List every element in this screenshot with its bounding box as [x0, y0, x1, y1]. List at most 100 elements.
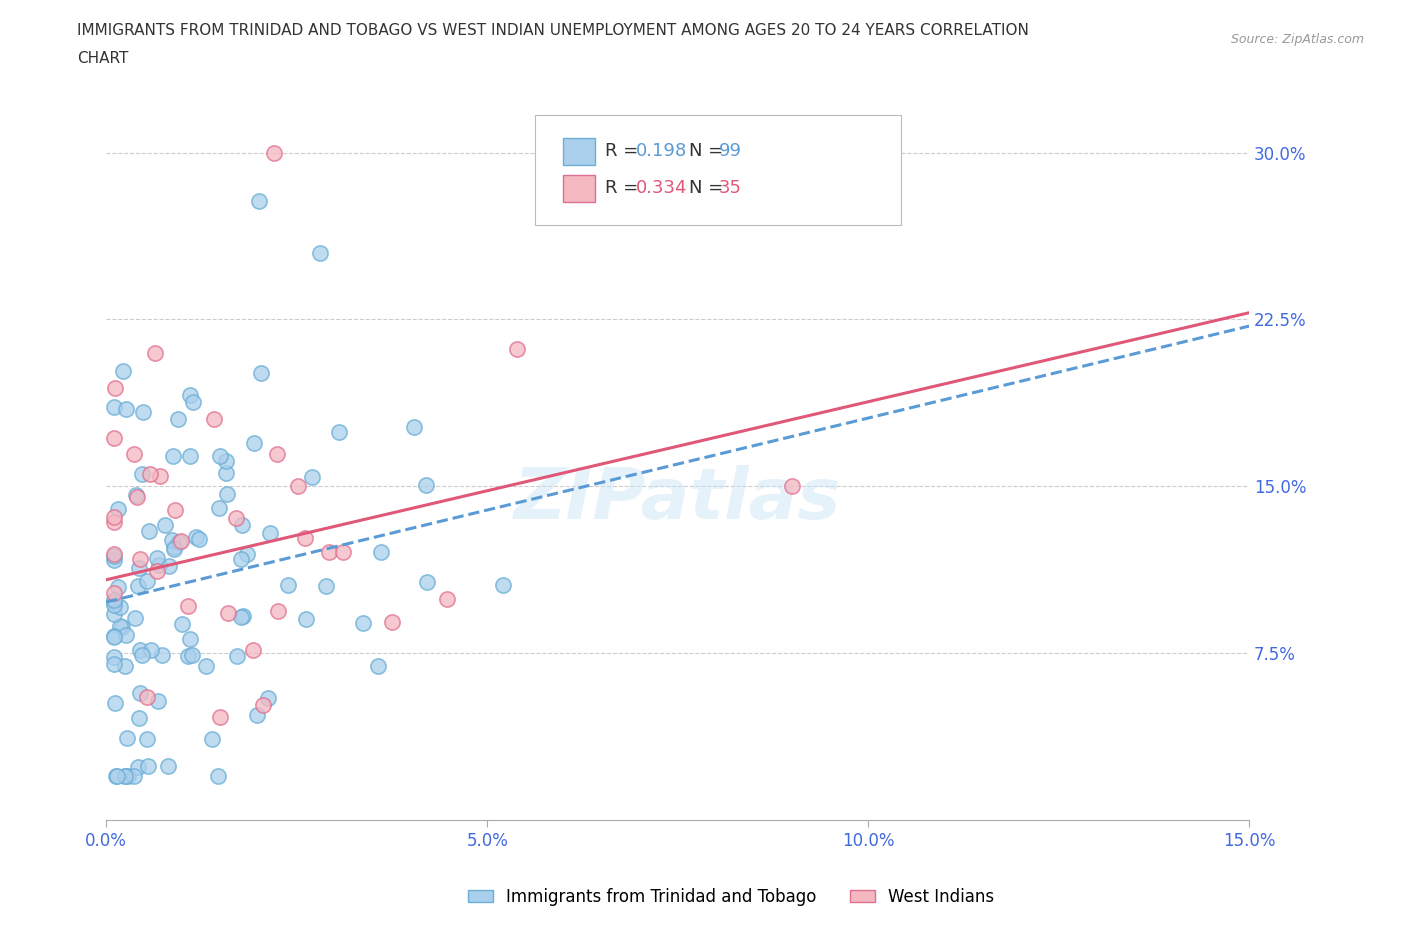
Point — [114, 768, 136, 783]
Point — [315, 578, 337, 593]
Point — [108, 618, 131, 633]
Point — [103, 594, 125, 609]
Text: N =: N = — [689, 179, 730, 197]
Point — [163, 542, 186, 557]
Point — [436, 591, 458, 606]
Point — [115, 402, 138, 417]
Point — [179, 448, 201, 463]
Point — [294, 530, 316, 545]
Text: 35: 35 — [718, 179, 742, 197]
Point — [184, 529, 207, 544]
Point — [135, 731, 157, 746]
Point — [115, 731, 138, 746]
Point — [108, 600, 131, 615]
Point — [127, 760, 149, 775]
Text: 99: 99 — [718, 142, 742, 161]
Point — [506, 341, 529, 356]
Point — [259, 525, 281, 540]
Point — [367, 658, 389, 673]
Point — [150, 648, 173, 663]
Point — [252, 698, 274, 712]
Point — [780, 479, 803, 494]
Point — [135, 689, 157, 704]
Bar — [564, 138, 595, 165]
Point — [491, 578, 513, 592]
Point — [103, 514, 125, 529]
Point — [231, 518, 253, 533]
Point — [103, 630, 125, 644]
Text: ZIPatlas: ZIPatlas — [515, 465, 841, 534]
Point — [236, 547, 259, 562]
Text: Source: ZipAtlas.com: Source: ZipAtlas.com — [1230, 33, 1364, 46]
Point — [125, 488, 148, 503]
Point — [194, 658, 217, 673]
Point — [179, 388, 201, 403]
Text: 0.334: 0.334 — [636, 179, 688, 197]
Point — [117, 768, 139, 783]
Point — [301, 470, 323, 485]
Text: 0.198: 0.198 — [636, 142, 686, 161]
Point — [328, 424, 350, 439]
Point — [229, 551, 252, 566]
Point — [103, 607, 125, 622]
Point — [146, 693, 169, 708]
Point — [143, 346, 166, 361]
Point — [131, 647, 153, 662]
Point — [128, 561, 150, 576]
Point — [229, 610, 252, 625]
Point — [225, 511, 247, 525]
Point — [247, 194, 270, 209]
Point — [209, 448, 232, 463]
Point — [266, 446, 288, 461]
Point — [115, 628, 138, 643]
Point — [242, 643, 264, 658]
Point — [170, 533, 193, 548]
Point — [107, 501, 129, 516]
Point — [180, 647, 202, 662]
Point — [114, 768, 136, 783]
Point — [128, 711, 150, 725]
Text: R =: R = — [605, 142, 644, 161]
Point — [256, 691, 278, 706]
Point — [124, 446, 146, 461]
Point — [114, 659, 136, 674]
Point — [179, 631, 201, 646]
Point — [138, 524, 160, 538]
Point — [129, 685, 152, 700]
Text: R =: R = — [605, 179, 644, 197]
Point — [107, 768, 129, 783]
Point — [181, 394, 204, 409]
Point — [166, 411, 188, 426]
Point — [215, 454, 238, 469]
Point — [176, 599, 198, 614]
Point — [136, 759, 159, 774]
Point — [249, 365, 271, 380]
Point — [167, 535, 190, 550]
Point — [103, 549, 125, 564]
Point — [415, 478, 437, 493]
Point — [104, 768, 127, 783]
Point — [381, 615, 404, 630]
Point — [148, 558, 170, 573]
Bar — [564, 175, 595, 202]
Point — [232, 609, 254, 624]
Point — [162, 449, 184, 464]
Point — [103, 649, 125, 664]
Point — [129, 643, 152, 658]
Point — [208, 710, 231, 724]
Point — [141, 643, 163, 658]
Point — [132, 405, 155, 419]
Point — [162, 533, 184, 548]
Point — [127, 489, 149, 504]
Point — [124, 610, 146, 625]
Point — [129, 551, 152, 566]
Point — [277, 578, 299, 592]
Point — [103, 657, 125, 671]
Point — [103, 552, 125, 567]
Point — [201, 732, 224, 747]
Point — [263, 145, 285, 160]
Point — [139, 467, 162, 482]
Point — [103, 400, 125, 415]
Point — [103, 597, 125, 612]
Point — [104, 696, 127, 711]
